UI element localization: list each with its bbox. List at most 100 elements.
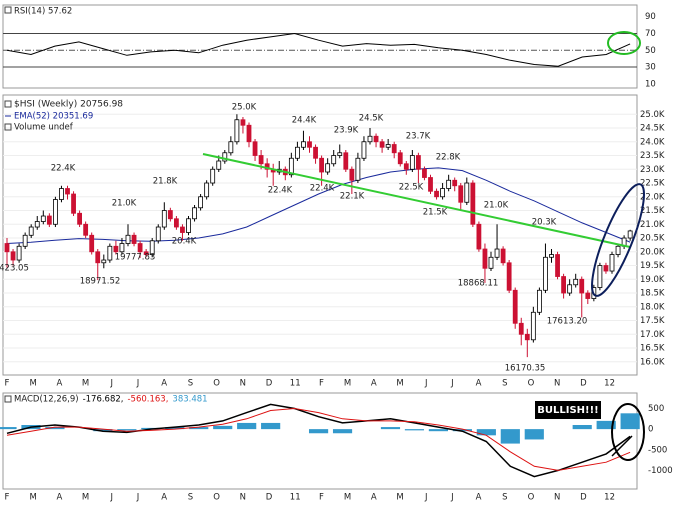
candle-body xyxy=(4,243,10,253)
x-tick-label: J xyxy=(450,379,454,389)
x-tick-label: 11 xyxy=(290,493,301,503)
x-tick-label: O xyxy=(528,379,535,389)
trend-line xyxy=(202,153,631,248)
candle-body xyxy=(294,146,300,159)
candle-body xyxy=(40,215,46,222)
x-tick-label: J xyxy=(424,379,428,389)
candle-body xyxy=(488,256,494,269)
rsi-line xyxy=(6,32,631,67)
candle-body xyxy=(518,322,524,335)
candle-body xyxy=(101,259,107,264)
candle-body xyxy=(216,160,222,170)
y-tick-label: 23.0K xyxy=(640,165,665,175)
candle-body xyxy=(180,226,185,233)
candle-body xyxy=(131,234,137,244)
annotation: 22.4K xyxy=(268,186,293,196)
annotation: 24.5K xyxy=(359,114,384,124)
candle-body xyxy=(573,278,579,286)
annotation: 25.0K xyxy=(232,103,257,113)
annotation: 21.0K xyxy=(484,201,509,211)
candle-body xyxy=(16,245,22,261)
candle-body xyxy=(71,193,76,214)
histogram-bar xyxy=(476,429,496,436)
candle-body xyxy=(464,182,470,203)
candle-body xyxy=(543,256,548,291)
candle-body xyxy=(512,289,518,324)
candle-body xyxy=(149,240,155,255)
candle-body xyxy=(210,168,216,184)
y-tick-label: 22.0K xyxy=(640,192,665,202)
candle-body xyxy=(530,311,536,341)
annotation: 17613.20 xyxy=(547,317,588,327)
candle-body xyxy=(567,284,573,294)
candle-body xyxy=(409,155,415,170)
x-tick-label: O xyxy=(213,379,220,389)
y-tick-label: 22.5K xyxy=(640,179,665,189)
candle-body xyxy=(397,152,403,165)
candle-body xyxy=(10,251,16,261)
candle-body xyxy=(28,226,34,236)
macd-legend-value: -176.682, xyxy=(83,395,124,405)
x-tick-label: M xyxy=(82,379,89,389)
annotation: 18971.52 xyxy=(80,277,121,287)
rsi-panel xyxy=(2,4,638,89)
y-tick-label: 10 xyxy=(645,79,656,89)
candle-body xyxy=(337,152,343,156)
rsi-legend: RSI(14) 57.62 xyxy=(14,7,72,17)
x-tick-label: F xyxy=(319,493,324,503)
annotation: 22.4K xyxy=(51,164,76,174)
y-tick-label: 24.0K xyxy=(640,137,665,147)
candle-body xyxy=(192,207,197,220)
macd-panel xyxy=(2,392,638,490)
legend-icon xyxy=(4,395,12,403)
annotation: 16170.35 xyxy=(505,364,546,374)
x-tick-label: M xyxy=(82,493,89,503)
x-tick-label: J xyxy=(110,493,114,503)
candle-body xyxy=(173,218,179,228)
x-tick-label: O xyxy=(528,493,535,503)
y-tick-label: 23.5K xyxy=(640,151,665,161)
annotation: 24.4K xyxy=(292,116,317,126)
y-tick-label: -1000 xyxy=(648,466,673,476)
x-tick-label: D xyxy=(580,493,587,503)
candle-body xyxy=(367,135,373,143)
candle-body xyxy=(476,223,482,250)
x-tick-label: O xyxy=(213,493,220,503)
candle-body xyxy=(313,146,318,159)
annotation: 21.5K xyxy=(423,208,448,218)
ema-line xyxy=(6,167,631,244)
price-legend: $HSI (Weekly) 20756.98 xyxy=(14,100,123,110)
histogram-bar xyxy=(213,425,233,430)
y-tick-label: 25.0K xyxy=(640,110,665,120)
y-tick-label: 19.5K xyxy=(640,261,665,271)
x-tick-label: S xyxy=(188,379,193,389)
candle-body xyxy=(609,254,615,272)
candle-body xyxy=(143,251,149,255)
callout-box xyxy=(535,401,601,419)
histogram-bar xyxy=(404,429,425,431)
candle-body xyxy=(349,168,355,181)
candle-body xyxy=(549,254,554,258)
candle-body xyxy=(379,141,385,148)
histogram-bar xyxy=(524,429,544,440)
candle-body xyxy=(107,245,113,261)
y-tick-label: 500 xyxy=(648,404,664,414)
candle-body xyxy=(77,212,82,225)
y-tick-label: 70 xyxy=(645,29,656,39)
candle-body xyxy=(361,141,367,159)
candle-body xyxy=(561,276,566,294)
x-tick-label: J xyxy=(424,493,428,503)
macd-legend-value: -560.163, xyxy=(127,395,168,405)
x-tick-label: M xyxy=(30,493,37,503)
candle-body xyxy=(500,248,506,264)
candle-body xyxy=(301,141,306,148)
candle-body xyxy=(95,251,101,264)
y-tick-label: 17.0K xyxy=(640,330,665,340)
y-tick-label: 50 xyxy=(645,46,656,56)
x-tick-label: D xyxy=(266,493,273,503)
y-tick-label: 20.0K xyxy=(640,247,665,257)
candle-body xyxy=(307,141,312,148)
candle-body xyxy=(53,199,58,225)
candle-body xyxy=(428,177,433,192)
x-tick-label: M xyxy=(30,379,37,389)
